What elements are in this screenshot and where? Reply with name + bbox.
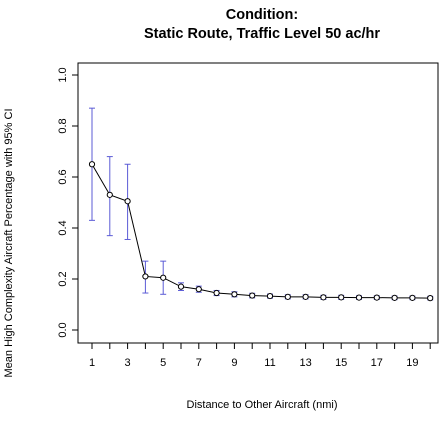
tick-labels: 0.00.20.40.60.81.01 3 5 7 9 11 13 15 17 19 <box>57 67 419 369</box>
data-point <box>195 286 202 293</box>
plot-frame <box>77 62 439 344</box>
y-axis-label: Mean High Complexity Aircraft Percentage… <box>3 108 15 377</box>
x-tick-label: 15 <box>335 357 347 369</box>
y-tick-label: 0.4 <box>57 220 69 235</box>
data-point <box>391 294 398 301</box>
y-tick-label: 0.0 <box>57 322 69 337</box>
data-point <box>266 292 274 300</box>
data-point <box>177 283 185 290</box>
mean-series <box>88 161 434 302</box>
data-point <box>124 198 131 205</box>
x-tick-label: 19 <box>406 357 418 369</box>
data-point <box>231 291 238 298</box>
x-tick-label: 11 <box>264 357 275 369</box>
data-point <box>373 294 380 301</box>
chart-title-line-2: Static Route, Traffic Level 50 ac/hr <box>144 26 380 42</box>
x-axis-label: Distance to Other Aircraft (nmi) <box>187 399 338 411</box>
data-point <box>88 161 96 168</box>
y-tick-label: 0.2 <box>57 271 69 286</box>
y-tick-label: 1.0 <box>57 67 69 82</box>
data-point <box>355 294 363 301</box>
x-tick-label: 1 <box>89 357 95 369</box>
x-tick-label: 7 <box>196 357 202 369</box>
data-point <box>160 274 167 281</box>
x-tick-label: 3 <box>125 357 131 369</box>
mean-line <box>91 163 431 299</box>
x-tick-label: 13 <box>299 357 311 369</box>
x-tick-label: 9 <box>231 357 237 369</box>
data-point <box>338 294 345 301</box>
data-point <box>427 295 434 302</box>
confidence-intervals <box>89 107 434 301</box>
data-point <box>213 289 220 297</box>
data-point <box>142 273 149 280</box>
y-tick-label: 0.8 <box>57 118 69 133</box>
data-point <box>302 293 309 300</box>
y-tick-label: 0.6 <box>57 169 69 184</box>
data-point <box>249 292 256 299</box>
plot-axes <box>72 62 439 349</box>
x-tick-label: 5 <box>160 357 166 369</box>
data-point <box>320 294 327 301</box>
data-point <box>284 293 291 300</box>
data-point <box>409 294 416 301</box>
x-tick-label: 17 <box>371 357 383 369</box>
chart-title-line-1: Condition: <box>226 7 298 23</box>
data-point <box>106 191 113 198</box>
